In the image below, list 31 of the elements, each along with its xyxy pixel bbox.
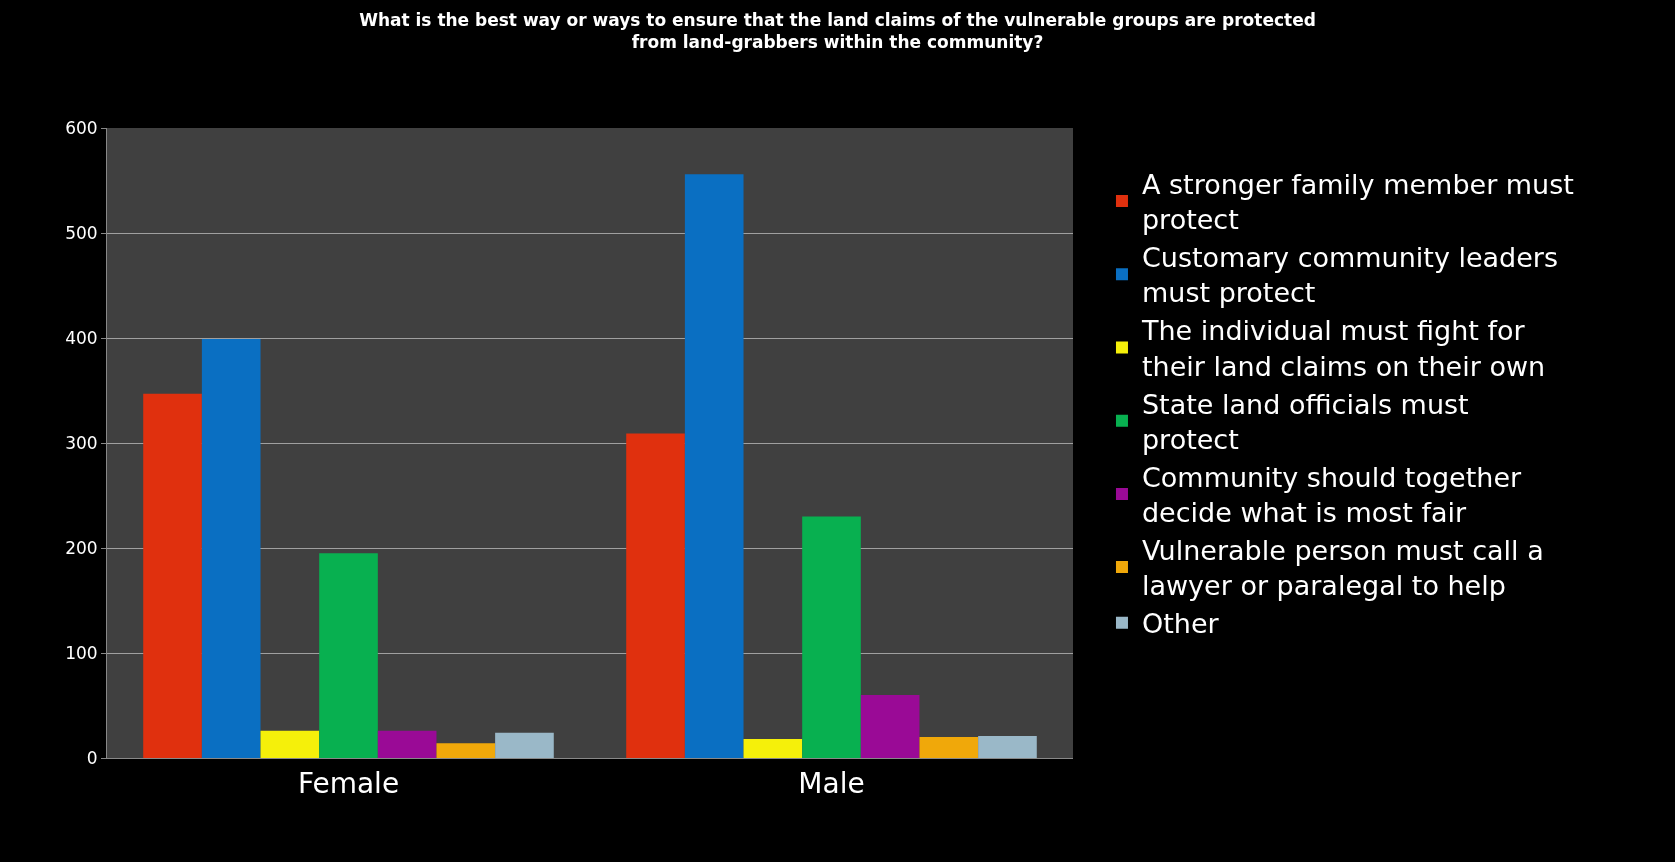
bar — [201, 339, 261, 758]
legend-label: The individual must fight for their land claims on their own — [1140, 315, 1546, 382]
bar — [743, 739, 803, 758]
bar — [319, 553, 378, 758]
bar — [978, 735, 1037, 758]
chart-title: What is the best way or ways to ensure that the land claims of the vulnerable groups are protected from land-grabbers within the community? — [359, 9, 1316, 52]
legend-label: Other — [1141, 608, 1220, 640]
bar — [143, 393, 202, 758]
y-tick-label: 500 — [65, 222, 98, 243]
y-tick-label: 600 — [65, 117, 98, 138]
bar — [860, 695, 920, 758]
bar — [626, 433, 685, 758]
bar — [802, 516, 861, 758]
bar — [260, 730, 320, 758]
legend-label: A stronger family member must protect — [1141, 169, 1574, 236]
y-tick-label: 200 — [65, 537, 98, 558]
y-tick-label: 400 — [65, 327, 98, 348]
legend-label: Community should together decide what is most fair — [1141, 461, 1523, 528]
y-tick-label: 300 — [65, 432, 98, 453]
bar — [377, 730, 437, 758]
y-tick-label: 0 — [86, 747, 98, 768]
bar — [919, 737, 979, 758]
bar — [436, 743, 496, 758]
bar — [495, 732, 554, 758]
legend-label: State land officials must protect — [1141, 388, 1469, 455]
legend-label: Vulnerable person must call a lawyer or paralegal to help — [1141, 535, 1544, 602]
x-tick-label: Male — [798, 766, 865, 800]
legend-label: Customary community leaders must protect — [1141, 242, 1559, 309]
y-tick-label: 100 — [65, 642, 98, 663]
bar — [684, 174, 744, 758]
x-tick-label: Female — [297, 766, 400, 800]
